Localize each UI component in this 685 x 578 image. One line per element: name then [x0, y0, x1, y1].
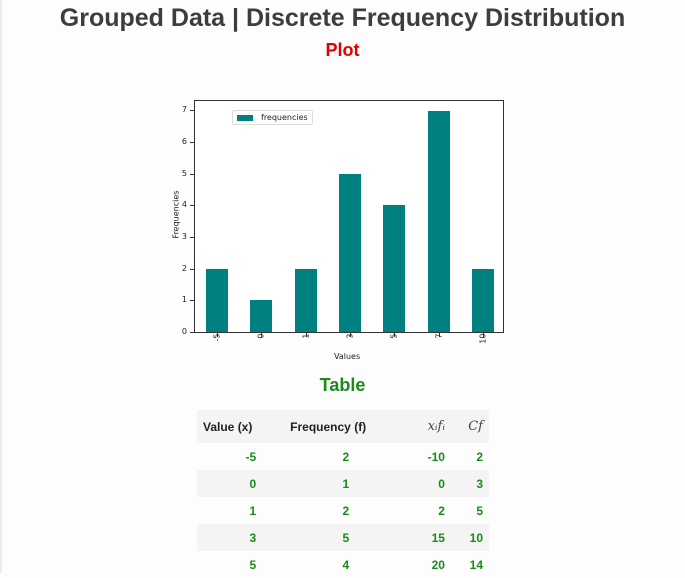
cell-value: -5	[245, 449, 257, 464]
cell-cf: 10	[450, 524, 489, 551]
x-tick	[394, 333, 396, 337]
y-tick-label: 7	[181, 105, 187, 115]
cell-value: 0	[197, 470, 285, 497]
header-value: Value (x)	[197, 410, 285, 443]
x-tick-label: 10	[478, 333, 488, 344]
y-tick-label: 1	[181, 295, 187, 305]
y-tick	[190, 173, 194, 175]
x-axis-label: Values	[334, 352, 361, 361]
x-tick	[217, 333, 219, 337]
x-tick	[261, 333, 263, 337]
bar	[383, 205, 406, 332]
cell-cf: 2	[476, 449, 483, 464]
legend-label: frequencies	[261, 113, 308, 122]
cell-frequency: 2	[342, 449, 350, 464]
y-tick	[190, 205, 194, 207]
bar	[427, 110, 450, 332]
plot-heading: Plot	[325, 40, 360, 60]
table-row: 3 5 15 10	[197, 524, 489, 551]
cell-cf: 14	[469, 557, 483, 572]
cell-xf: 0	[409, 470, 451, 497]
y-tick	[190, 332, 194, 333]
table-row: -5 2 -10 2	[197, 443, 489, 470]
y-axis-label: Frequencies	[171, 190, 181, 239]
y-tick-label: 4	[181, 200, 187, 210]
table-row: 1 2 2 5	[197, 497, 489, 524]
frequency-table: Value (x) Frequency (f) xᵢfᵢ Cf -5 2 -10 2 0…	[197, 410, 489, 578]
legend-swatch	[237, 114, 253, 121]
bar	[206, 268, 229, 332]
x-tick-label: 7	[434, 333, 444, 339]
chart-axes: frequencies -5 0 1 3 5 7 10 0 1 2 3 4 5 6 7	[182, 100, 504, 344]
table-header-row: Value (x) Frequency (f) xᵢfᵢ Cf	[197, 410, 489, 443]
y-tick	[190, 110, 194, 112]
x-tick	[305, 333, 307, 337]
cell-value: 5	[249, 557, 257, 572]
y-tick	[190, 142, 194, 144]
chart-legend: frequencies	[232, 110, 313, 125]
y-tick-label: 5	[181, 168, 187, 178]
cell-value: 3	[197, 524, 285, 551]
cell-xf: -10	[427, 449, 445, 464]
y-tick	[190, 300, 194, 302]
x-tick-label: 5	[389, 333, 399, 339]
header-xf: xᵢfᵢ	[409, 410, 451, 443]
header-cf: Cf	[450, 410, 489, 443]
x-tick	[350, 333, 351, 337]
cell-cf: 5	[476, 503, 483, 518]
y-tick-label: 3	[181, 232, 187, 242]
x-tick-label: -5	[212, 333, 222, 342]
cell-xf: 20	[431, 557, 445, 572]
x-tick-label: 1	[301, 333, 311, 339]
x-tick-label: 0	[256, 333, 266, 339]
cell-xf: 2	[438, 503, 445, 518]
bar	[339, 173, 361, 332]
header-frequency: Frequency (f)	[284, 410, 410, 443]
table-row: 5 4 20 14	[197, 551, 489, 578]
page-title: Grouped Data | Discrete Frequency Distri…	[59, 4, 626, 32]
bar	[294, 268, 317, 332]
y-tick-label: 0	[181, 327, 187, 336]
bar	[471, 268, 494, 332]
cell-xf: 15	[409, 524, 451, 551]
y-tick-label: 6	[181, 137, 187, 147]
table-heading: Table	[319, 375, 366, 395]
cell-frequency: 4	[342, 557, 350, 572]
y-tick	[190, 237, 194, 239]
x-tick	[438, 333, 440, 337]
cell-value: 1	[249, 503, 257, 518]
y-tick	[190, 268, 194, 270]
y-tick-label: 2	[181, 263, 187, 273]
cell-frequency: 2	[342, 503, 350, 518]
x-tick	[482, 333, 484, 337]
cell-frequency: 1	[284, 470, 410, 497]
bar-chart: frequencies -5 0 1 3 5 7 10 0 1 2 3 4 5 6 7 Frequencie…	[160, 95, 520, 370]
cell-frequency: 5	[284, 524, 410, 551]
x-tick-label: 3	[345, 333, 355, 339]
page-left-border	[0, 0, 2, 573]
cell-cf: 3	[450, 470, 489, 497]
bar	[250, 300, 273, 332]
